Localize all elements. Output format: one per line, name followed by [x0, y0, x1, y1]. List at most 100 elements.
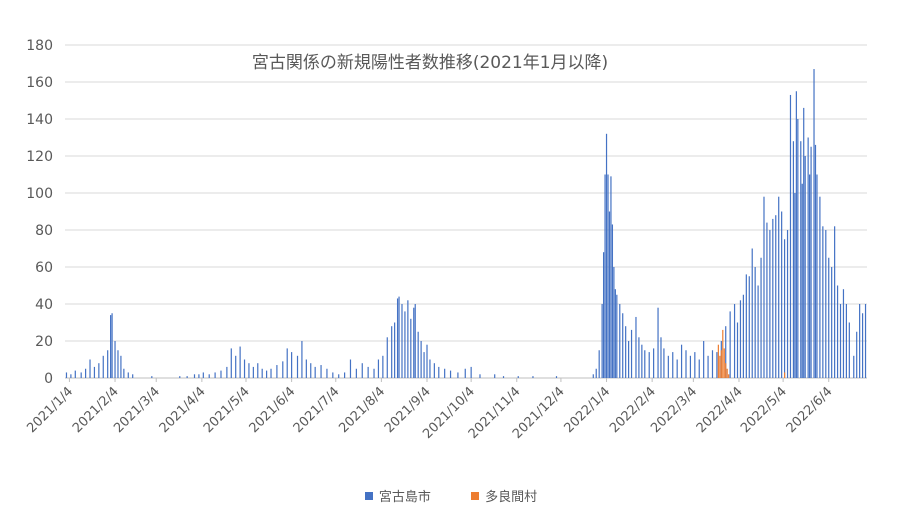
bar-miyakojima-123 — [698, 359, 700, 378]
bar-miyakojima-101 — [616, 294, 618, 378]
y-tick-label: 60 — [35, 260, 53, 276]
x-tick-label: 2021/6/4 — [247, 384, 299, 436]
legend-swatch-miyakojima — [364, 491, 373, 500]
bar-miyakojima-135 — [745, 274, 747, 378]
bar-miyakojima-168 — [828, 257, 830, 378]
bar-taramason-7 — [728, 374, 730, 378]
axes: 0204060801001201401601802021/1/42021/2/4… — [24, 38, 835, 442]
bar-miyakojima-32 — [248, 363, 250, 378]
bar-miyakojima-85 — [517, 376, 519, 378]
legend-label-miyakojima: 宮古島市 — [378, 490, 431, 505]
bar-miyakojima-172 — [839, 304, 842, 378]
bar-miyakojima-0 — [65, 372, 68, 378]
bar-miyakojima-43 — [301, 341, 303, 378]
bar-miyakojima-132 — [736, 322, 739, 378]
bar-miyakojima-70 — [417, 331, 419, 378]
bar-miyakojima-55 — [367, 366, 369, 378]
bar-miyakojima-60 — [391, 326, 393, 378]
legend-item-taramason: 多良間村 — [471, 486, 537, 505]
y-tick-label: 80 — [35, 223, 53, 239]
bar-miyakojima-167 — [825, 230, 827, 378]
bar-miyakojima-63 — [398, 296, 400, 378]
bar-miyakojima-82 — [479, 374, 481, 378]
bar-miyakojima-141 — [763, 196, 765, 378]
bar-miyakojima-39 — [282, 361, 284, 378]
bar-miyakojima-161 — [810, 146, 812, 378]
gridlines — [65, 44, 867, 379]
bar-miyakojima-138 — [754, 267, 756, 378]
bar-miyakojima-17 — [132, 374, 134, 378]
bar-miyakojima-42 — [296, 355, 299, 378]
bar-miyakojima-28 — [230, 348, 232, 378]
bar-taramason-2 — [720, 350, 722, 378]
bar-miyakojima-74 — [429, 359, 431, 378]
bar-miyakojima-155 — [800, 141, 802, 378]
bar-miyakojima-5 — [89, 359, 91, 378]
x-tick-label: 2022/1/4 — [561, 384, 613, 436]
bar-miyakojima-162 — [813, 69, 815, 379]
bar-taramason-0 — [717, 344, 719, 378]
bar-miyakojima-10 — [110, 315, 112, 378]
bar-miyakojima-163 — [814, 144, 817, 378]
x-tick-label: 2022/4/4 — [694, 384, 746, 436]
bar-miyakojima-90 — [598, 350, 600, 378]
bar-miyakojima-45 — [310, 363, 312, 378]
bar-miyakojima-69 — [414, 304, 416, 378]
bar-miyakojima-66 — [407, 300, 409, 378]
bar-miyakojima-180 — [864, 304, 867, 378]
bar-taramason-5 — [725, 363, 727, 378]
bar-miyakojima-113 — [657, 307, 659, 378]
bar-miyakojima-118 — [676, 359, 678, 378]
bar-miyakojima-91 — [601, 304, 603, 378]
bar-miyakojima-67 — [410, 318, 412, 378]
bar-miyakojima-15 — [123, 368, 125, 378]
bar-miyakojima-126 — [711, 350, 714, 378]
bar-miyakojima-68 — [413, 307, 415, 378]
bar-taramason-8 — [783, 372, 786, 378]
bar-taramason-6 — [726, 368, 728, 378]
bar-miyakojima-89 — [595, 368, 597, 378]
bar-miyakojima-100 — [614, 289, 616, 378]
bar-taramason-1 — [719, 355, 721, 378]
bar-miyakojima-9 — [107, 350, 109, 378]
bar-miyakojima-96 — [608, 211, 611, 378]
bar-miyakojima-53 — [355, 368, 357, 378]
bar-miyakojima-151 — [792, 141, 795, 378]
bar-miyakojima-152 — [794, 193, 796, 378]
bar-miyakojima-98 — [611, 224, 614, 378]
bar-miyakojima-13 — [117, 350, 119, 378]
bar-miyakojima-41 — [291, 352, 293, 378]
bar-miyakojima-131 — [733, 304, 736, 378]
bar-miyakojima-21 — [193, 374, 196, 378]
bar-miyakojima-3 — [80, 372, 82, 378]
bar-miyakojima-108 — [638, 337, 640, 378]
bar-miyakojima-49 — [332, 372, 334, 378]
bar-miyakojima-71 — [420, 341, 422, 378]
bar-miyakojima-14 — [120, 355, 122, 378]
bar-miyakojima-29 — [235, 355, 237, 378]
bar-taramason-3 — [722, 329, 724, 378]
legend-label-taramason: 多良間村 — [485, 490, 538, 505]
bar-miyakojima-107 — [635, 316, 637, 378]
bar-miyakojima-146 — [778, 196, 780, 378]
bar-miyakojima-27 — [226, 366, 228, 378]
x-tick-label: 2021/1/4 — [24, 384, 76, 436]
bar-miyakojima-139 — [757, 285, 759, 378]
bar-miyakojima-156 — [801, 183, 803, 378]
bar-miyakojima-77 — [444, 368, 446, 378]
bars — [65, 69, 867, 379]
bar-miyakojima-35 — [261, 368, 263, 378]
bar-miyakojima-174 — [845, 304, 847, 378]
bar-miyakojima-20 — [186, 376, 188, 378]
bar-miyakojima-124 — [703, 341, 705, 378]
bar-miyakojima-75 — [433, 363, 435, 378]
bar-miyakojima-54 — [361, 363, 363, 378]
x-tick-label: 2021/7/4 — [291, 384, 343, 436]
bar-miyakojima-31 — [243, 359, 246, 378]
bar-miyakojima-73 — [426, 344, 428, 378]
bar-miyakojima-58 — [382, 355, 384, 378]
bar-miyakojima-129 — [725, 326, 727, 378]
bar-miyakojima-148 — [783, 239, 786, 378]
bar-miyakojima-102 — [619, 304, 621, 378]
